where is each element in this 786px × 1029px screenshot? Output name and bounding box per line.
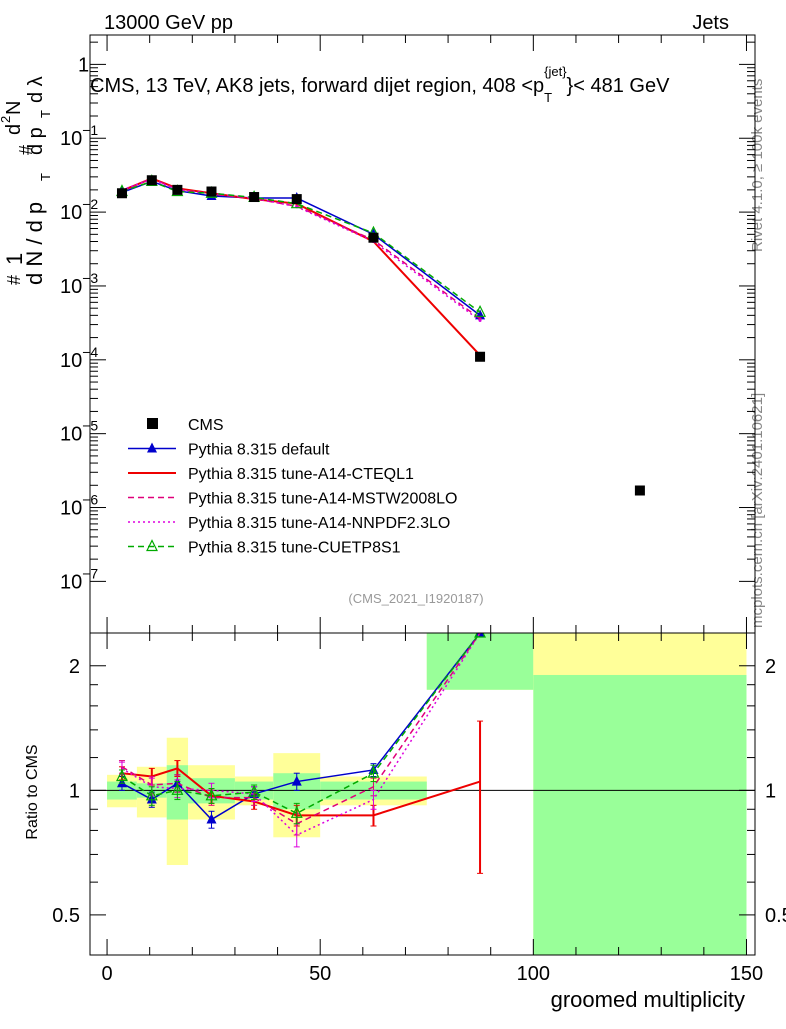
ylabel-d2: d: [3, 124, 25, 135]
y-tick-label: 10−1: [60, 122, 98, 150]
y-tick-label: 10−4: [60, 344, 98, 372]
y-tick-label: 10−3: [60, 270, 98, 298]
x-axis-label: groomed multiplicity: [551, 987, 745, 1012]
legend: CMS Pythia 8.315 default Pythia 8.315 tune…: [128, 417, 457, 557]
ylabel-dndpt: d N / d p: [22, 202, 47, 285]
mcplots-label: mcplots.cern.ch [arXiv:2401.10621]: [749, 393, 766, 628]
series-point: [474, 304, 487, 317]
ratio-y-tick-label: 2: [69, 656, 80, 678]
ratio-y-tick-label-right: 2: [765, 656, 776, 678]
y-tick-base: 1: [78, 54, 89, 76]
ylabel-dp-sub: T: [38, 110, 53, 118]
ylabel-dlambda: d λ: [25, 76, 47, 103]
ratio-y-tick-label-right: 1: [765, 780, 776, 802]
data-point: [249, 192, 260, 203]
ylabel-one: 1: [2, 253, 27, 265]
ratio-ylabel: Ratio to CMS: [24, 744, 41, 839]
ratio-point: [475, 633, 486, 637]
ratio-y-tick-label: 1: [69, 780, 80, 802]
data-point: [116, 188, 127, 199]
main-series: [116, 174, 645, 496]
header-right: Jets: [692, 12, 729, 34]
ratio-series: [116, 633, 487, 874]
series-line: [121, 180, 481, 313]
y-tick-base: 10: [60, 498, 82, 520]
analysis-label: (CMS_2021_I1920187): [348, 591, 483, 606]
legend-marker: [146, 539, 158, 552]
series-point: [478, 319, 482, 323]
legend-label: Pythia 8.315 tune-A14-CTEQL1: [188, 466, 414, 483]
ratio-point: [248, 784, 261, 797]
x-tick-label: 50: [309, 963, 331, 985]
legend-marker: [147, 442, 157, 453]
ratio-uncertainty-bands: [90, 633, 755, 955]
y-tick-base: 10: [60, 571, 82, 593]
ratio-stat-band: [533, 674, 747, 955]
ratio-point: [171, 782, 184, 795]
ylabel-hash2: #: [16, 145, 36, 155]
ylabel-N: N: [3, 101, 25, 115]
legend-marker-data: [147, 418, 158, 429]
ratio-point: [145, 788, 158, 801]
ratio-point: [291, 775, 302, 786]
y-tick-base: 10: [60, 350, 82, 372]
x-tick-label: 0: [101, 963, 112, 985]
data-point: [146, 175, 157, 186]
main-ylabel: # 1 d N / d p T # d 2 N d p T d λ: [0, 76, 53, 285]
header-left: 13000 GeV pp: [104, 12, 233, 34]
ratio-plot-frame: [89, 632, 756, 956]
ratio-axis-ticks: 0 50 100 150 0.5 0.5 1 1 2 2: [52, 633, 786, 985]
plot-title-main: CMS, 13 TeV, AK8 jets, forward dijet reg…: [90, 75, 544, 97]
ratio-point: [116, 769, 128, 782]
ratio-series-line: [121, 633, 481, 836]
ratio-y-tick-label: 0.5: [52, 905, 80, 927]
y-tick-label: 10−5: [60, 418, 98, 446]
ratio-point: [205, 788, 218, 801]
ratio-point: [290, 805, 303, 818]
ratio-point: [367, 765, 380, 778]
y-tick-base: 10: [60, 128, 82, 150]
legend-label: Pythia 8.315 tune-CUETP8S1: [188, 540, 401, 557]
ratio-series-line: [121, 633, 481, 821]
plot-title: CMS, 13 TeV, AK8 jets, forward dijet reg…: [90, 64, 670, 105]
legend-label: Pythia 8.315 default: [188, 442, 330, 459]
data-point: [634, 485, 645, 496]
ratio-point: [206, 813, 217, 824]
ratio-y-tick-label-right: 0.5: [765, 905, 786, 927]
y-tick-label: 10−7: [60, 565, 98, 593]
legend-label-data: CMS: [188, 417, 224, 434]
legend-label: Pythia 8.315 tune-A14-MSTW2008LO: [188, 491, 457, 508]
y-tick-label: 10−2: [60, 196, 98, 224]
y-tick-base: 10: [60, 276, 82, 298]
data-point: [475, 351, 486, 362]
ylabel-hash1: #: [4, 275, 24, 285]
y-tick-base: 10: [60, 424, 82, 446]
legend-label: Pythia 8.315 tune-A14-NNPDF2.3LO: [188, 515, 450, 532]
ratio-series-line: [121, 633, 481, 825]
plot-title-sup: {jet}: [544, 64, 567, 79]
y-tick-base: 10: [60, 202, 82, 224]
rivet-label: Rivet 4.1.0, ≥ 100k events: [749, 79, 766, 252]
ratio-point: [474, 633, 487, 638]
plot-title-end: }< 481 GeV: [567, 75, 671, 97]
data-point: [291, 194, 302, 205]
ylabel-dndpt-sub: T: [38, 173, 53, 181]
ylabel-d2-sup: 2: [0, 116, 13, 123]
series-line: [121, 177, 481, 320]
data-point: [172, 184, 183, 195]
data-point: [368, 232, 379, 243]
ratio-series-line: [121, 767, 481, 817]
main-axis-ticks: 10−7 10−6 10−5 10−4 10−3 10−2 10−1 1: [60, 35, 755, 633]
data-point: [206, 186, 217, 197]
y-tick-label: 1: [78, 54, 89, 76]
x-tick-label: 100: [517, 963, 550, 985]
ylabel-dp: d p: [25, 127, 47, 155]
plot-title-sub: T: [544, 90, 552, 105]
x-tick-label: 150: [730, 963, 763, 985]
y-tick-label: 10−6: [60, 492, 98, 520]
